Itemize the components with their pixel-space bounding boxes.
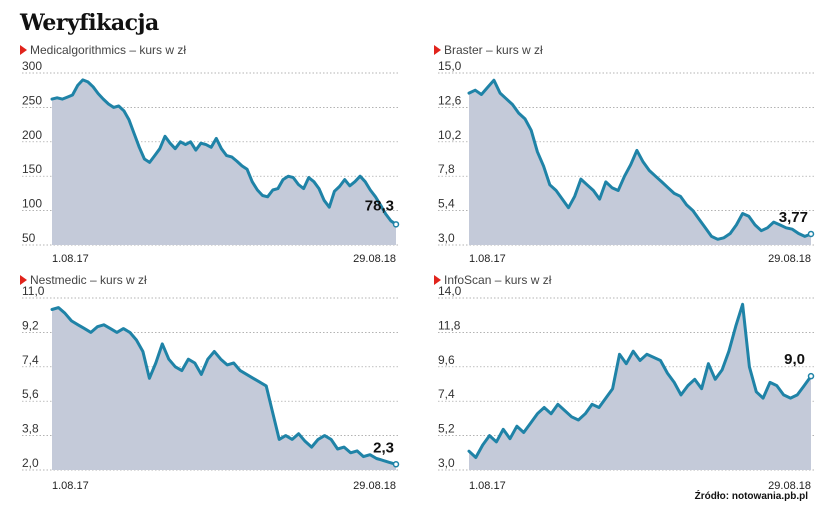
x-start-label: 1.08.17 (52, 253, 89, 265)
panel-title-medicalgorithmics: Medicalgorithmics – kurs w zł (20, 43, 186, 57)
y-tick-label: 5,6 (22, 387, 39, 401)
y-tick-label: 11,0 (22, 284, 45, 298)
last-point-marker (807, 372, 815, 380)
panel-title-braster: Braster – kurs w zł (434, 43, 543, 57)
red-triangle-icon (20, 275, 27, 285)
y-tick-label: 9,2 (22, 318, 39, 332)
panel-title-text: Medicalgorithmics – kurs w zł (30, 43, 187, 57)
y-tick-label: 7,8 (438, 162, 455, 176)
series-line-1 (50, 78, 398, 226)
y-tick-label: 300 (22, 59, 42, 73)
x-start-label: 1.08.17 (469, 253, 506, 265)
area-fill-3 (52, 307, 396, 470)
area-fill-2 (469, 80, 811, 245)
x-end-label: 29.08.18 (353, 480, 396, 492)
panel-title-text: Nestmedic – kurs w zł (30, 273, 147, 287)
last-value-label: 78,3 (365, 197, 394, 214)
y-tick-label: 7,4 (22, 353, 39, 367)
y-tick-label: 5,4 (438, 197, 455, 211)
last-value-label: 2,3 (373, 439, 394, 456)
area-fill-4 (469, 304, 811, 470)
series-line-2 (467, 78, 813, 241)
y-tick-label: 5,2 (438, 422, 455, 436)
panel-title-text: Braster – kurs w zł (444, 43, 543, 57)
x-start-label: 1.08.17 (469, 480, 506, 492)
last-point-marker (392, 461, 400, 468)
x-end-label: 29.08.18 (353, 253, 396, 265)
y-tick-label: 3,0 (438, 456, 455, 470)
y-tick-label: 11,8 (438, 318, 461, 332)
panel-title-infoscan: InfoScan – kurs w zł (434, 273, 551, 287)
y-tick-label: 150 (22, 162, 42, 176)
last-value-label: 9,0 (784, 351, 805, 368)
y-tick-label: 250 (22, 93, 42, 107)
last-point-marker (392, 221, 400, 228)
red-triangle-icon (434, 45, 441, 55)
red-triangle-icon (20, 45, 27, 55)
y-tick-label: 50 (22, 231, 36, 245)
main-title: Weryfikacja (20, 10, 159, 36)
last-value-label: 3,77 (779, 209, 808, 226)
panel-title-text: InfoScan – kurs w zł (444, 273, 552, 287)
series-line-3 (50, 306, 398, 466)
y-tick-label: 100 (22, 197, 42, 211)
y-tick-label: 15,0 (438, 59, 462, 73)
y-tick-label: 10,2 (438, 128, 462, 142)
y-tick-label: 3,8 (22, 422, 39, 436)
panel-title-nestmedic: Nestmedic – kurs w zł (20, 273, 147, 287)
x-start-label: 1.08.17 (52, 480, 89, 492)
y-tick-label: 3,0 (438, 231, 455, 245)
y-tick-label: 14,0 (438, 284, 462, 298)
y-tick-label: 2,0 (22, 456, 39, 470)
area-fill-1 (52, 79, 396, 246)
x-end-label: 29.08.18 (768, 253, 811, 265)
y-tick-label: 12,6 (438, 93, 462, 107)
y-tick-label: 9,6 (438, 353, 455, 367)
x-end-label: 29.08.18 (768, 480, 811, 492)
y-tick-label: 7,4 (438, 387, 455, 401)
red-triangle-icon (434, 275, 441, 285)
last-point-marker (807, 230, 815, 238)
source-note: Źródło: notowania.pb.pl (694, 491, 808, 502)
y-tick-label: 200 (22, 128, 42, 142)
series-line-4 (467, 302, 813, 459)
